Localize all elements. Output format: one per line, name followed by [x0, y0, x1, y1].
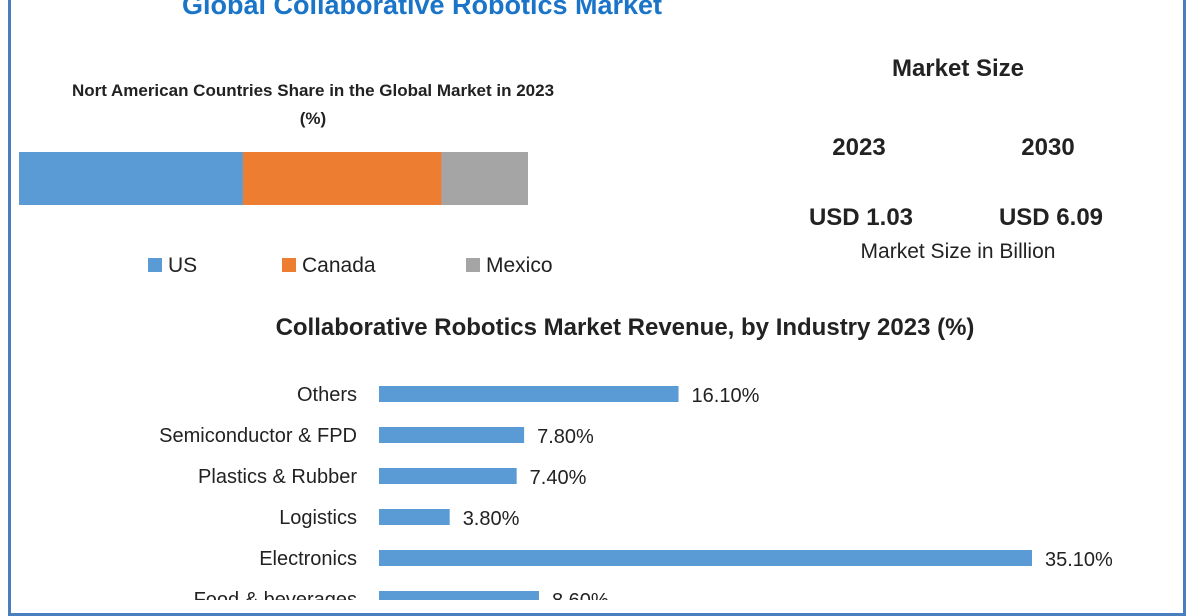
market-size-title: Market Size — [891, 55, 1025, 82]
legend-swatch-canada — [282, 258, 296, 272]
bar-semiconductor-fpd — [379, 427, 525, 443]
category-label-food-beverages: Food & beverages — [194, 589, 357, 600]
category-label-electronics: Electronics — [259, 548, 357, 570]
bar-electronics — [379, 550, 1032, 566]
legend-swatch-mexico — [466, 258, 480, 272]
stacked-bar-chart — [19, 152, 528, 205]
market-size-year-2030: 2030 — [1021, 134, 1075, 161]
category-label-others: Others — [297, 384, 357, 406]
data-label-food-beverages: 8.60% — [552, 590, 609, 600]
bar-food-beverages — [379, 591, 539, 600]
stacked-segment-us — [19, 152, 243, 205]
bar-others — [379, 386, 679, 402]
market-size-value-2030: USD 6.09 — [998, 204, 1104, 231]
stacked-segment-canada — [242, 152, 442, 205]
category-label-logistics: Logistics — [279, 507, 357, 529]
bar-logistics — [379, 509, 450, 525]
legend-item-us: US — [148, 254, 197, 278]
main-title: Global Collaborative Robotics Market — [181, 0, 663, 20]
data-label-semiconductor-fpd: 7.80% — [537, 426, 594, 448]
category-label-plastics-rubber: Plastics & Rubber — [198, 466, 357, 488]
market-size-unit: Market Size in Billion — [860, 240, 1056, 263]
market-size-value-2023: USD 1.03 — [808, 204, 914, 231]
bar-plastics-rubber — [379, 468, 517, 484]
legend-item-canada: Canada — [282, 254, 376, 278]
data-label-electronics: 35.10% — [1045, 549, 1113, 571]
industry-chart-title: Collaborative Robotics Market Revenue, b… — [275, 314, 975, 341]
data-label-logistics: 3.80% — [463, 508, 520, 530]
data-label-plastics-rubber: 7.40% — [530, 467, 587, 489]
stacked-segment-mexico — [441, 152, 528, 205]
industry-bar-chart: Others 16.10% Semiconductor & FPD 7.80% Plas… — [159, 384, 1113, 600]
legend-label-canada: Canada — [302, 254, 376, 277]
legend-item-mexico: Mexico — [466, 254, 553, 278]
stacked-chart-title: Nort American Countries Share in the Glo… — [71, 81, 555, 128]
legend-label-mexico: Mexico — [486, 254, 553, 277]
market-size-year-2023: 2023 — [832, 134, 886, 161]
category-label-semiconductor-fpd: Semiconductor & FPD — [159, 425, 357, 447]
data-label-others: 16.10% — [692, 385, 760, 407]
legend-swatch-us — [148, 258, 162, 272]
legend-label-us: US — [168, 254, 198, 277]
